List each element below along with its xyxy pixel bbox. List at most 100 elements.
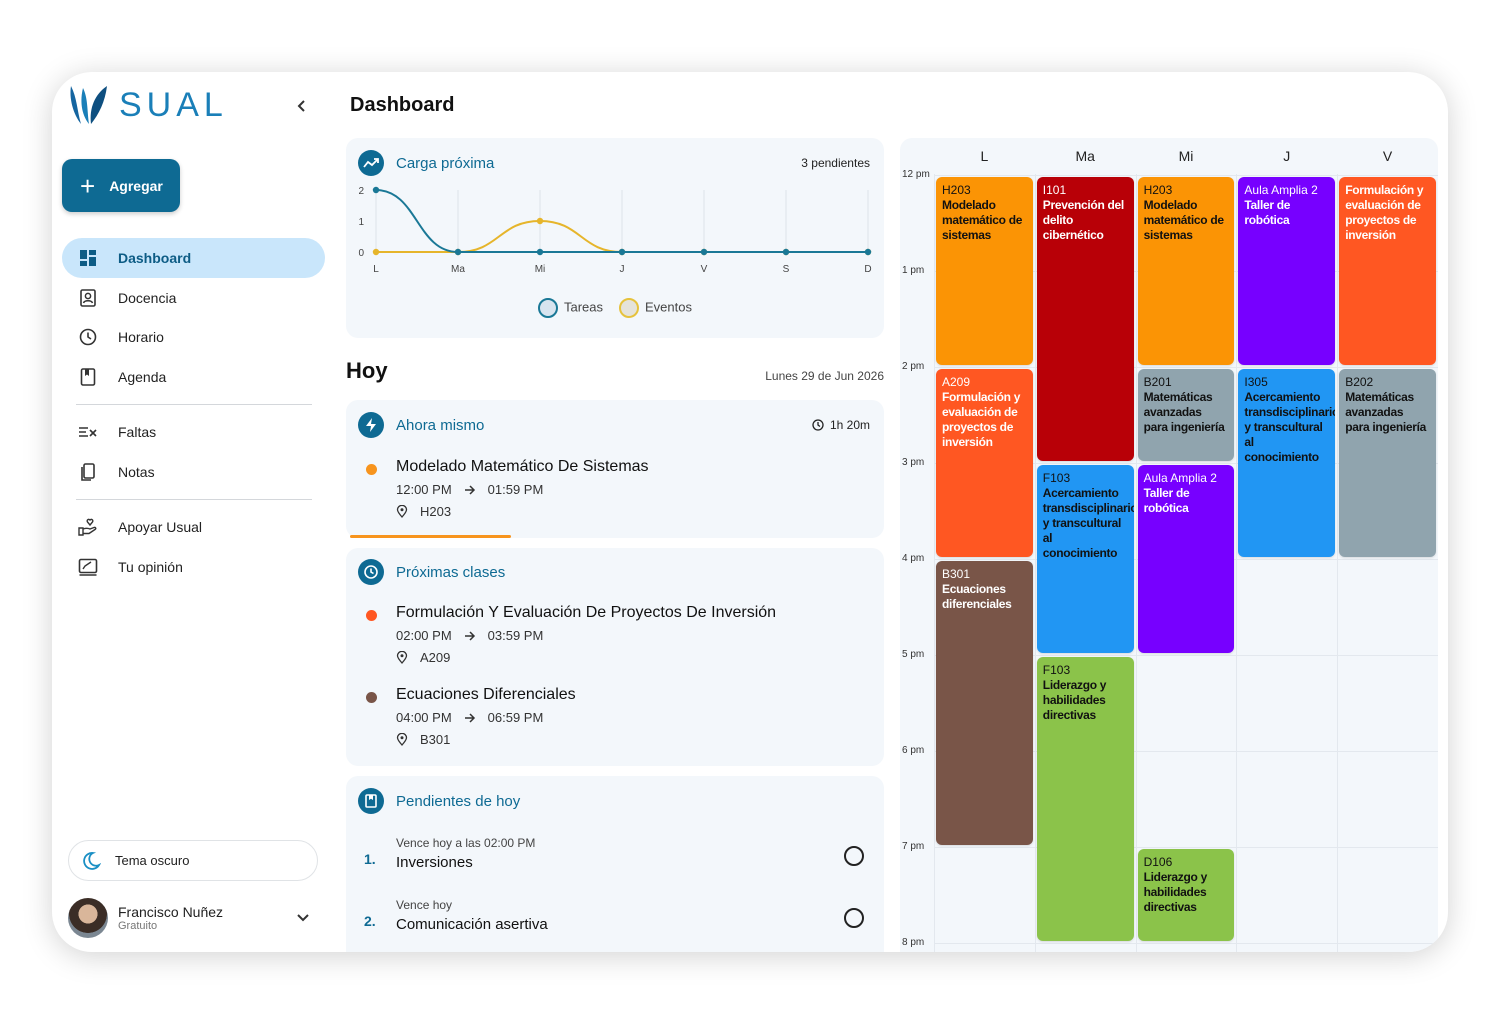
calendar-event[interactable]: I305 Acercamiento transdisciplinario y tr… xyxy=(1238,369,1336,557)
event-room: B201 xyxy=(1143,375,1172,389)
y-tick-label: 2 xyxy=(358,186,364,197)
task-complete-checkbox[interactable] xyxy=(844,908,864,928)
hour-label: 3 pm xyxy=(902,457,925,468)
calendar-event[interactable]: B202 Matemáticas avanzadas para ingenierí… xyxy=(1339,369,1436,557)
y-tick-label: 1 xyxy=(358,217,364,228)
room-label: A209 xyxy=(420,650,451,665)
proximas-clases-header: Próximas clases xyxy=(358,559,505,585)
series-point-tareas xyxy=(536,248,544,256)
class-color-dot xyxy=(366,464,377,475)
calendar-event[interactable]: B301 Ecuaciones diferenciales xyxy=(936,561,1033,845)
x-tick-label: L xyxy=(373,264,379,275)
dark-theme-toggle[interactable]: Tema oscuro xyxy=(68,840,318,881)
calendar-event[interactable]: B201 Matemáticas avanzadas para ingenierí… xyxy=(1137,369,1235,461)
series-point-tareas xyxy=(864,248,872,256)
event-course: Prevención del delito cibernético xyxy=(1042,198,1124,242)
sidebar-item-label: Notas xyxy=(118,464,155,480)
day-header: J xyxy=(1283,148,1291,164)
event-room: H203 xyxy=(942,183,971,197)
hoy-date: Lunes 29 de Jun 2026 xyxy=(765,369,884,383)
day-header: Mi xyxy=(1178,148,1194,164)
calendar-event[interactable]: D106 Liderazgo y habilidades directivas xyxy=(1137,849,1235,941)
sidebar-item-dashboard[interactable]: Dashboard xyxy=(62,238,325,278)
event-room: A209 xyxy=(942,375,971,389)
class-color-dot xyxy=(366,610,377,621)
series-point-tareas xyxy=(454,248,462,256)
sidebar-item-tu-opinion[interactable]: Tu opinión xyxy=(62,547,325,587)
y-tick-label: 0 xyxy=(358,248,364,259)
collapse-sidebar-button[interactable] xyxy=(290,94,314,118)
dashboard-icon xyxy=(78,248,98,268)
logo: SUAL xyxy=(67,84,228,126)
sidebar-item-agenda[interactable]: Agenda xyxy=(62,357,325,397)
sidebar-item-label: Agenda xyxy=(118,369,167,385)
sidebar-item-docencia[interactable]: Docencia xyxy=(62,278,325,318)
pendientes-header: Pendientes de hoy xyxy=(358,788,520,814)
calendar-event[interactable]: H203 Modelado matemático de sistemas xyxy=(936,177,1033,365)
user-menu[interactable]: Francisco Nuñez Gratuito xyxy=(68,895,318,940)
room-label: H203 xyxy=(420,504,452,519)
calendar-event[interactable]: F103 Acercamiento transdisciplinario y tr… xyxy=(1036,465,1134,653)
day-header: V xyxy=(1382,148,1393,164)
sidebar-divider xyxy=(76,499,312,500)
calendar-event[interactable]: Aula Amplia 2 Taller de robótica xyxy=(1238,177,1336,365)
leaf-logo-icon xyxy=(70,86,107,124)
event-course: Formulación y evaluación de proyectos de… xyxy=(942,390,1021,449)
task-number: 1. xyxy=(364,851,376,867)
calendar-event[interactable]: I101 Prevención del delito cibernético xyxy=(1036,177,1134,461)
sidebar-item-apoyar-usual[interactable]: Apoyar Usual xyxy=(62,507,325,547)
sidebar-item-faltas[interactable]: Faltas xyxy=(62,412,325,452)
page-title: Dashboard xyxy=(350,94,455,116)
calendar-column-line xyxy=(1135,174,1137,952)
series-point-tareas xyxy=(618,248,626,256)
ahora-mismo-title: Ahora mismo xyxy=(396,416,485,434)
class-name: Formulación Y Evaluación De Proyectos De… xyxy=(396,604,777,621)
event-course: Modelado matemático de sistemas xyxy=(1143,198,1224,242)
legend-label: Eventos xyxy=(645,299,692,315)
sidebar-item-notas[interactable]: Notas xyxy=(62,452,325,492)
event-room: F103 xyxy=(1042,663,1071,677)
bookmark-icon xyxy=(358,788,384,814)
arrow-right-icon xyxy=(464,484,475,495)
calendar-hour-line xyxy=(934,655,1438,656)
x-tick-label: Mi xyxy=(535,264,546,275)
theme-label: Tema oscuro xyxy=(115,853,190,868)
event-course: Acercamiento transdisciplinario y transc… xyxy=(1042,486,1134,560)
legend-eventos[interactable]: Eventos xyxy=(619,298,692,318)
moon-icon xyxy=(83,851,101,870)
ahora-mismo-header: Ahora mismo xyxy=(358,412,484,438)
calendar-event[interactable]: Aula Amplia 2 Taller de robótica xyxy=(1137,465,1235,653)
day-header: Ma xyxy=(1075,148,1095,164)
user-plan: Gratuito xyxy=(118,919,158,932)
x-tick-label: Ma xyxy=(451,264,465,275)
plus-icon: + xyxy=(80,170,96,201)
pendientes-card: Pendientes de hoy 1. Vence hoy a las 02:… xyxy=(346,776,884,952)
calendar-event[interactable]: Formulación y evaluación de proyectos de… xyxy=(1339,177,1436,365)
event-room: D106 xyxy=(1143,855,1173,869)
event-course: Liderazgo y habilidades directivas xyxy=(1143,870,1208,914)
calendar-event[interactable]: A209 Formulación y evaluación de proyecto… xyxy=(936,369,1033,557)
start-time: 04:00 PM xyxy=(396,710,452,725)
event-course: Ecuaciones diferenciales xyxy=(942,582,1012,611)
sidebar-item-horario[interactable]: Horario xyxy=(62,317,325,357)
hour-label: 8 pm xyxy=(902,937,925,948)
calendar-hour-line xyxy=(934,463,1438,464)
room-label: B301 xyxy=(420,732,451,747)
location-pin-icon xyxy=(396,733,408,746)
pending-task: 1. Vence hoy a las 02:00 PM Inversiones xyxy=(364,836,868,886)
task-complete-checkbox[interactable] xyxy=(844,846,864,866)
clock-icon xyxy=(812,419,824,431)
sidebar-item-label: Dashboard xyxy=(118,250,192,266)
legend-tareas[interactable]: Tareas xyxy=(537,298,603,318)
add-button[interactable]: + Agregar xyxy=(62,159,180,212)
badge-icon xyxy=(78,288,98,308)
hand-heart-icon xyxy=(78,517,98,537)
hour-label: 2 pm xyxy=(902,361,925,372)
calendar-event[interactable]: H203 Modelado matemático de sistemas xyxy=(1137,177,1235,365)
day-header: L xyxy=(980,148,989,164)
sidebar-item-label: Tu opinión xyxy=(118,559,183,575)
sidebar-item-label: Horario xyxy=(118,329,164,345)
calendar-event[interactable]: F103 Liderazgo y habilidades directivas xyxy=(1036,657,1134,941)
calendar-column-line xyxy=(934,174,935,952)
event-course: Taller de robótica xyxy=(1244,198,1291,227)
